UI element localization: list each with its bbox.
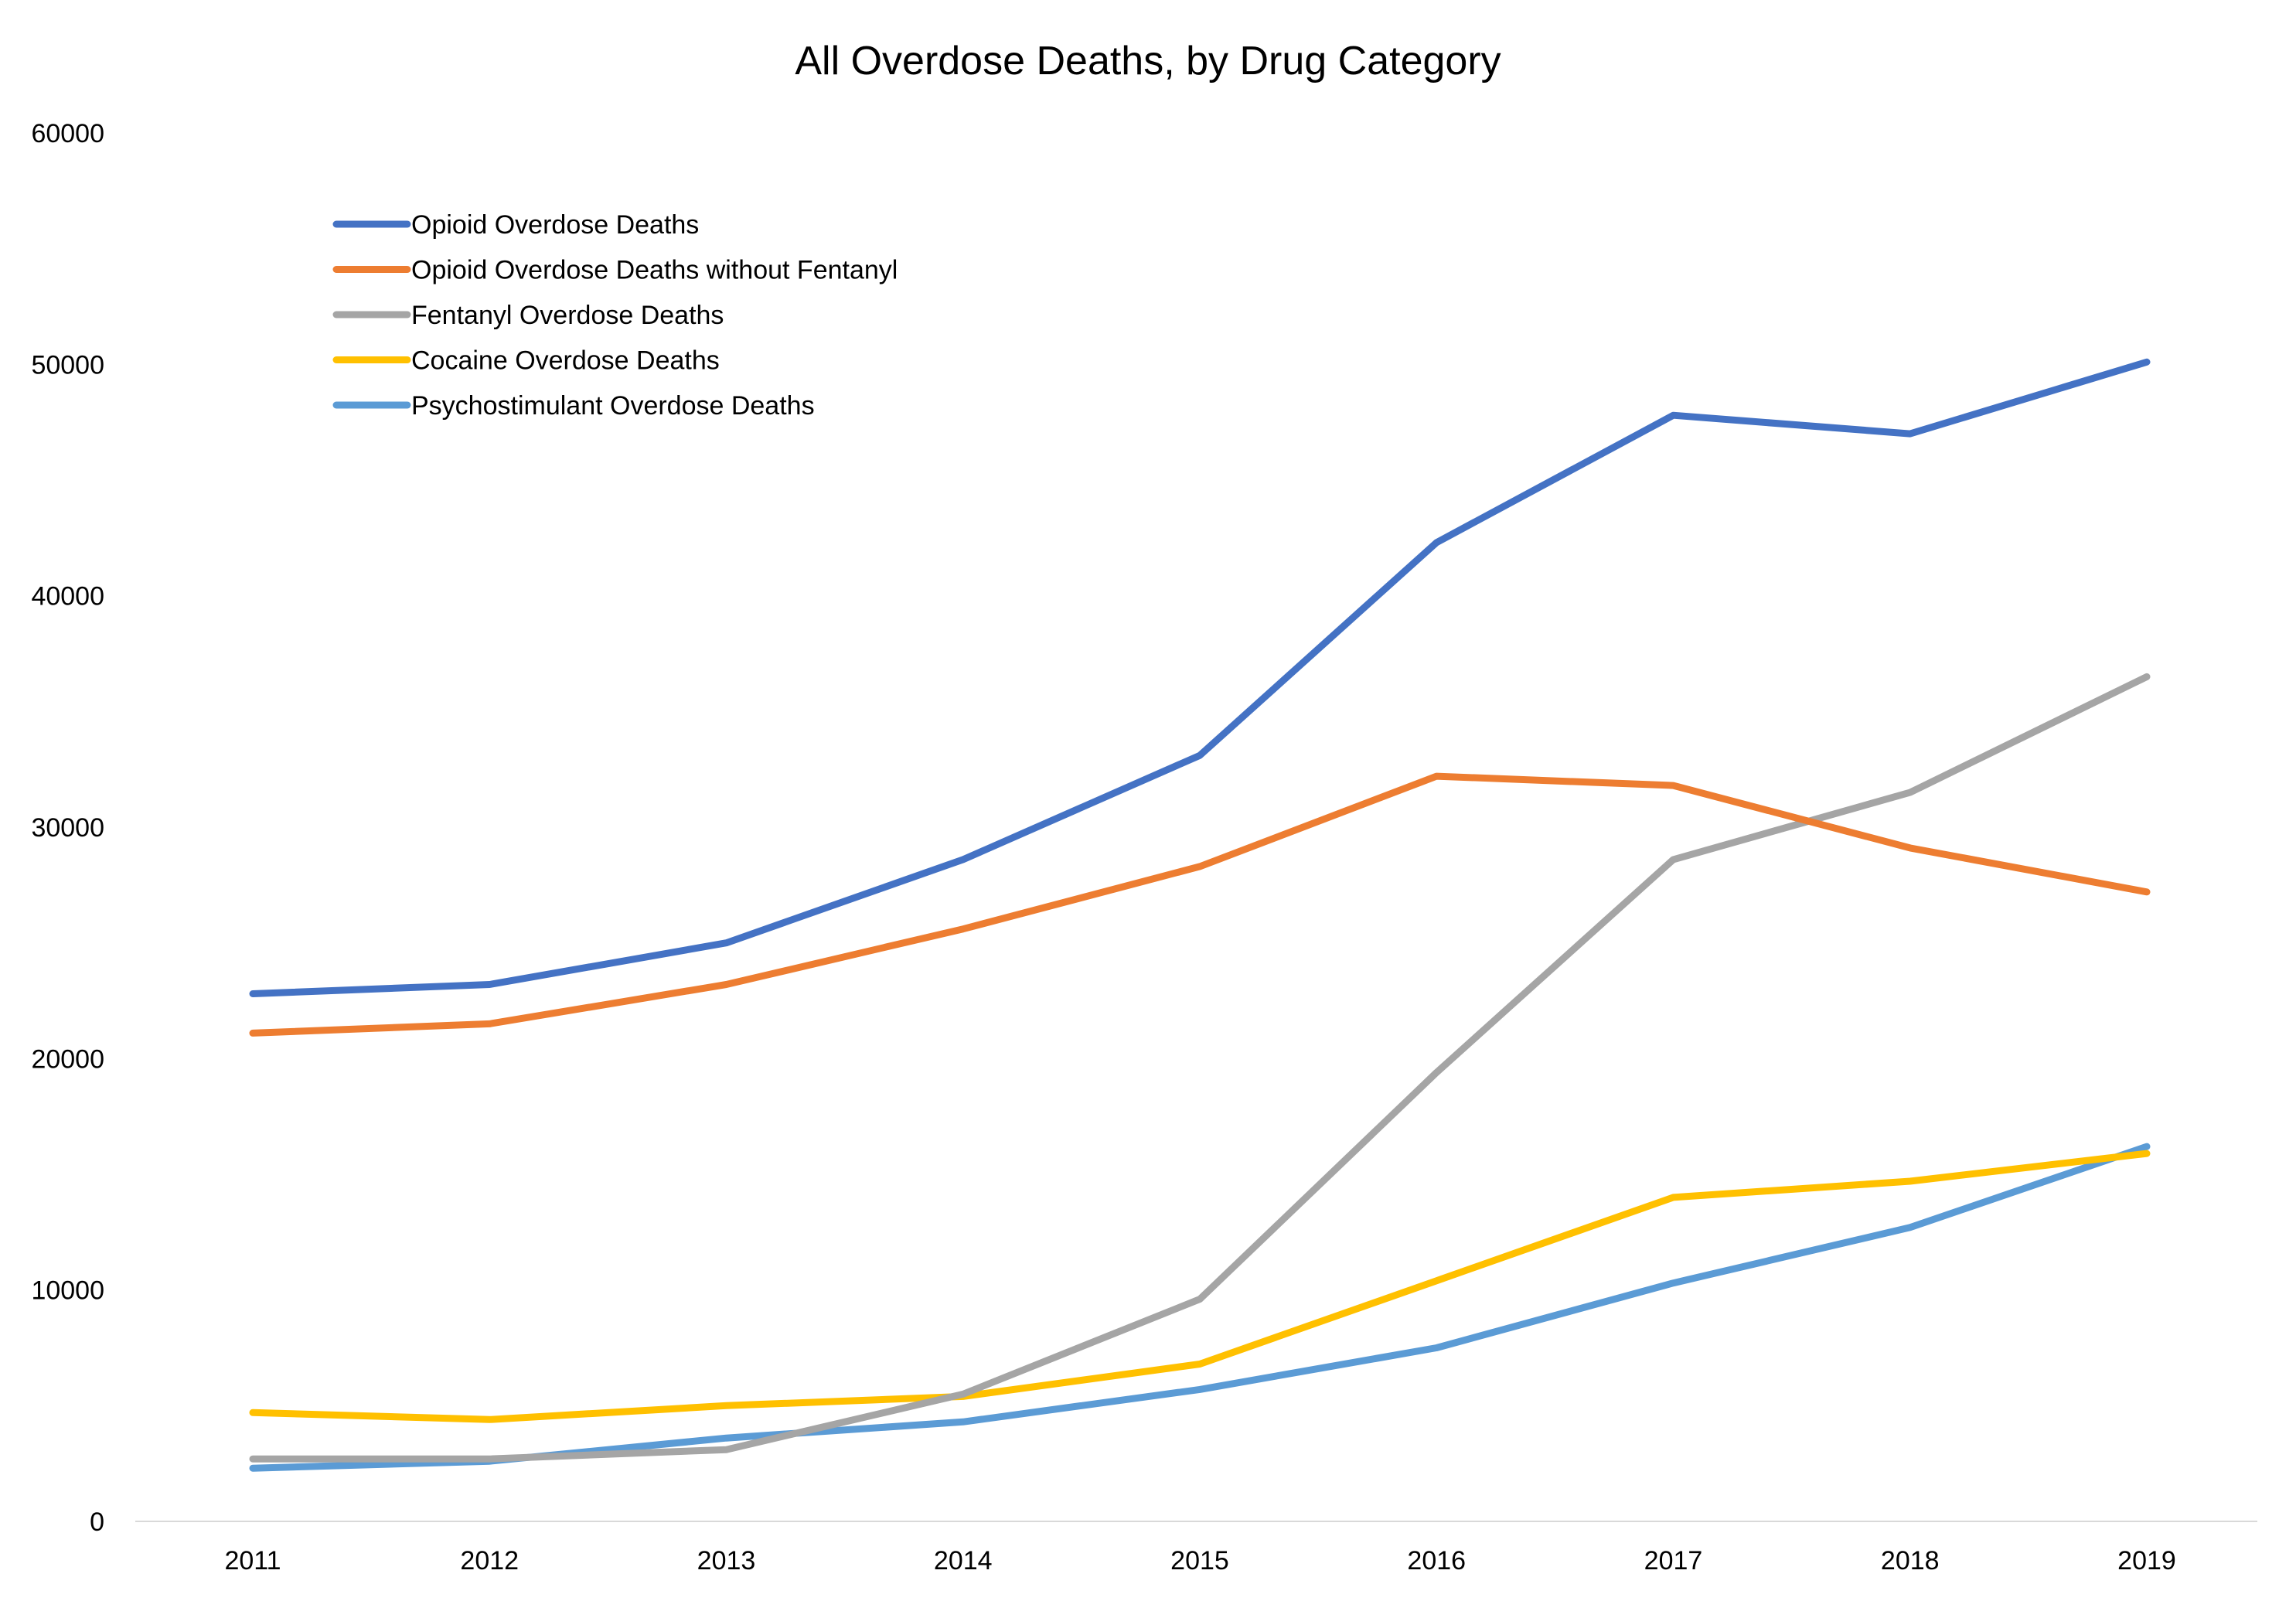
y-tick-label: 0 [90, 1507, 104, 1537]
x-tick-label: 2011 [224, 1546, 281, 1575]
x-tick-label: 2013 [697, 1546, 756, 1575]
x-tick-label: 2018 [1881, 1546, 1940, 1575]
series-lines [249, 358, 2151, 1472]
x-tick-label: 2016 [1407, 1546, 1466, 1575]
series-line-4 [249, 1150, 2151, 1423]
legend: Opioid Overdose Deaths Opioid Overdose De… [332, 210, 898, 421]
x-tick-label: 2017 [1644, 1546, 1703, 1575]
legend-label-5: Psychostimulant Overdose Deaths [411, 391, 815, 421]
y-tick-label: 10000 [31, 1276, 104, 1306]
y-tick-label: 60000 [31, 119, 104, 148]
y-tick-label: 30000 [31, 813, 104, 843]
y-axis-ticks: 0 10000 20000 30000 40000 50000 60000 [31, 119, 104, 1537]
x-tick-label: 2015 [1170, 1546, 1229, 1575]
legend-label-2: Opioid Overdose Deaths without Fentanyl [411, 256, 898, 285]
x-tick-label: 2012 [460, 1546, 519, 1575]
legend-label-3: Fentanyl Overdose Deaths [411, 301, 724, 330]
x-tick-label: 2014 [934, 1546, 993, 1575]
y-tick-label: 40000 [31, 582, 104, 611]
chart-title: All Overdose Deaths, by Drug Category [795, 39, 1501, 83]
y-tick-label: 20000 [31, 1044, 104, 1074]
series-line-2 [249, 772, 2151, 1037]
x-axis-ticks: 2011 2012 2013 2014 2015 2016 2017 2018 2019 [224, 1546, 2175, 1575]
series-line-3 [249, 673, 2151, 1463]
x-tick-label: 2019 [2117, 1546, 2176, 1575]
y-tick-label: 50000 [31, 350, 104, 380]
series-line-1 [249, 358, 2151, 997]
legend-label-4: Cocaine Overdose Deaths [411, 346, 720, 376]
legend-label-1: Opioid Overdose Deaths [411, 210, 699, 240]
